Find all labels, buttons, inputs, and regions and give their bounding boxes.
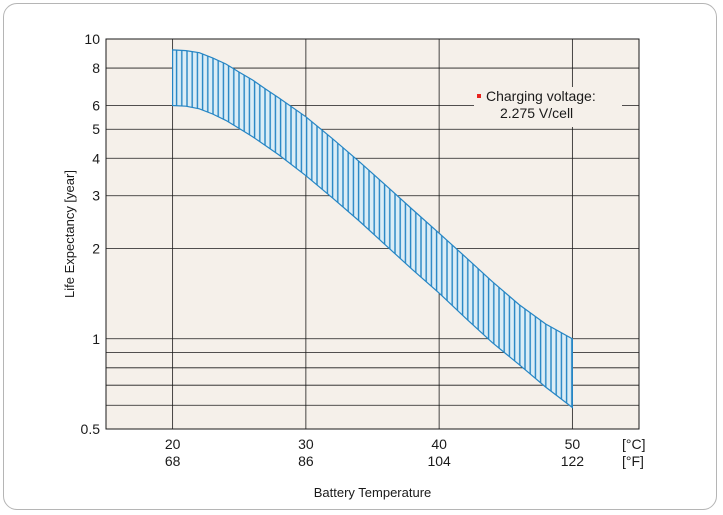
y-tick-label: 0.5: [81, 421, 101, 437]
y-axis-label: Life Expectancy [year]: [62, 170, 77, 298]
annotation-line-1: Charging voltage:: [486, 88, 596, 104]
y-tick-label: 3: [92, 188, 100, 204]
y-tick-label: 8: [92, 60, 100, 76]
x-tick-label-fahrenheit: 104: [427, 453, 451, 469]
x-tick-label-celsius: 20: [165, 436, 181, 452]
annotation-marker: [477, 94, 481, 98]
x-tick-label-celsius: 30: [298, 436, 314, 452]
y-tick-label: 1: [92, 331, 100, 347]
y-tick-label: 2: [92, 241, 100, 257]
y-tick-label: 4: [92, 150, 100, 166]
chart-frame: 10 8 6 5 4 3 2 1 0.5 20 68 30 86 40 104 50 122 [°C] [°F…: [3, 3, 717, 510]
x-unit-fahrenheit: [°F]: [622, 453, 644, 469]
x-unit-celsius: [°C]: [622, 436, 646, 452]
x-tick-label-celsius: 50: [565, 436, 581, 452]
y-tick-label: 10: [84, 31, 100, 47]
y-tick-labels: 10 8 6 5 4 3 2 1 0.5: [81, 31, 101, 437]
x-tick-label-fahrenheit: 86: [298, 453, 314, 469]
annotation-background: [474, 87, 622, 127]
annotation-line-2: 2.275 V/cell: [500, 105, 573, 121]
x-axis-label: Battery Temperature: [314, 485, 432, 500]
x-tick-label-celsius: 40: [431, 436, 447, 452]
plot-border: [105, 38, 640, 430]
annotation: Charging voltage: 2.275 V/cell: [474, 87, 622, 127]
life-expectancy-band: [172, 49, 573, 409]
x-tick-label-fahrenheit: 122: [561, 453, 585, 469]
y-tick-label: 5: [92, 121, 100, 137]
x-tick-label-fahrenheit: 68: [165, 453, 181, 469]
y-tick-label: 6: [92, 98, 100, 114]
